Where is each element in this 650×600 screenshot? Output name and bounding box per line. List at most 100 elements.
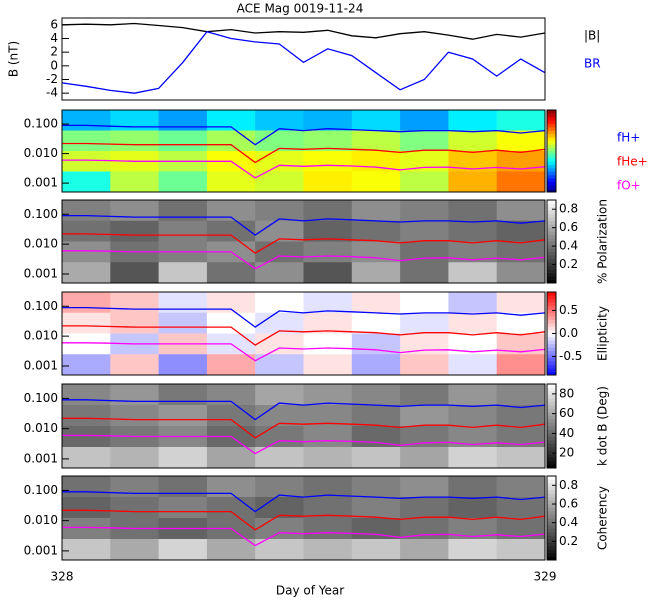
colorbar-segment [547, 464, 556, 469]
heatmap-cell [400, 130, 449, 152]
colorbar-tick-label: 0.2 [559, 534, 578, 548]
colorbar-segment [547, 546, 556, 550]
colorbar-segment [547, 401, 556, 406]
y-tick-label: 0.001 [24, 451, 58, 465]
heatmap-cell [400, 539, 449, 561]
data-line [62, 159, 546, 179]
heatmap-cell [158, 539, 208, 561]
colorbar-segment [547, 483, 556, 487]
heatmap-cell [62, 262, 111, 284]
y-tick-label: 0.100 [24, 207, 58, 221]
colorbar-segment [547, 279, 556, 284]
colorbar-segment [547, 556, 556, 561]
colorbar-tick-label: 0.2 [559, 257, 578, 271]
heatmap-cell [400, 110, 449, 131]
colorbar-segment [547, 415, 556, 420]
colorbar-segment [547, 368, 556, 372]
colorbar-segment [547, 330, 556, 334]
heatmap-cell [400, 384, 449, 406]
heatmap-cell [448, 354, 498, 376]
heatmap-cell [496, 171, 546, 193]
y-tick-label: 6 [50, 17, 58, 31]
colorbar-segment [547, 298, 556, 303]
colorbar-tick-label: 0.4 [559, 239, 578, 253]
heatmap-cell [110, 171, 160, 193]
heatmap-cell [351, 539, 401, 561]
y-tick-label: 0.001 [24, 176, 58, 190]
colorbar-segment [547, 553, 556, 557]
heatmap-cell [62, 333, 111, 355]
colorbar-tick-label: 0.6 [559, 220, 578, 234]
heatmap-cell [62, 426, 111, 448]
heatmap-cell [351, 476, 401, 498]
colorbar-segment [547, 140, 556, 145]
heatmap-cell [496, 354, 546, 376]
heatmap-cell [255, 447, 304, 469]
colorbar-segment [547, 258, 556, 263]
colorbar-segment [547, 248, 556, 253]
colorbar-segment [547, 312, 556, 317]
colorbar-segment [547, 147, 556, 152]
heatmap-cell [62, 171, 111, 193]
heatmap-cell [351, 384, 401, 406]
heatmap-cell [496, 518, 546, 540]
heatmap-cell [255, 110, 304, 131]
colorbar-segment [547, 255, 556, 260]
colorbar-segment [547, 210, 556, 215]
colorbar-segment [547, 361, 556, 365]
heatmap-cell [496, 447, 546, 469]
heatmap-cell [448, 292, 498, 314]
heatmap-cell [496, 262, 546, 284]
heatmap-cell [400, 220, 449, 242]
colorbar-segment [547, 305, 556, 310]
colorbar-frame [546, 109, 557, 193]
colorbar-label: % Polarization [596, 199, 610, 284]
colorbar-segment [547, 333, 556, 338]
heatmap-cell [206, 539, 256, 561]
x-tick-label: 328 [51, 570, 74, 584]
legend-entry: BR [584, 57, 601, 71]
heatmap-cell [62, 497, 111, 519]
colorbar-segment [547, 354, 556, 359]
colorbar-segment [547, 542, 556, 547]
data-line [62, 325, 546, 346]
panel-frame [61, 17, 546, 101]
panel-frame [61, 291, 546, 376]
heatmap-cell [303, 518, 353, 540]
colorbar-segment [547, 440, 556, 444]
colorbar-segment [547, 391, 556, 395]
heatmap-cell [351, 405, 401, 427]
y-tick-label: -2 [46, 72, 58, 86]
data-line [62, 399, 546, 421]
colorbar-tick-label: 0.5 [559, 303, 578, 317]
colorbar-segment [547, 171, 556, 176]
heatmap-cell [158, 110, 208, 131]
heatmap-cell [448, 384, 498, 406]
y-axis-label: B (nT) [7, 41, 21, 77]
colorbar-segment [547, 436, 556, 441]
heatmap-cell [303, 426, 353, 448]
colorbar-segment [547, 343, 556, 348]
heatmap-cell [255, 354, 304, 376]
heatmap-cell [255, 200, 304, 222]
colorbar-segment [547, 371, 556, 376]
colorbar-segment [547, 272, 556, 277]
colorbar-segment [547, 347, 556, 352]
heatmap-cell [62, 200, 111, 222]
heatmap-cell [496, 292, 546, 314]
colorbar-segment [547, 168, 556, 172]
data-line [61, 22, 546, 40]
data-line [62, 124, 546, 146]
colorbar-segment [547, 528, 556, 533]
colorbar-tick-label: 0.6 [559, 497, 578, 511]
colorbar-segment [547, 144, 556, 148]
colorbar-tick-label: 0.8 [559, 202, 578, 216]
legend-entry: |B| [584, 29, 600, 43]
colorbar-segment [547, 213, 556, 218]
heatmap-cell [110, 497, 160, 519]
heatmap-cell [62, 354, 111, 376]
colorbar-segment [547, 110, 556, 114]
heatmap-cell [303, 497, 353, 519]
heatmap-cell [62, 110, 111, 131]
